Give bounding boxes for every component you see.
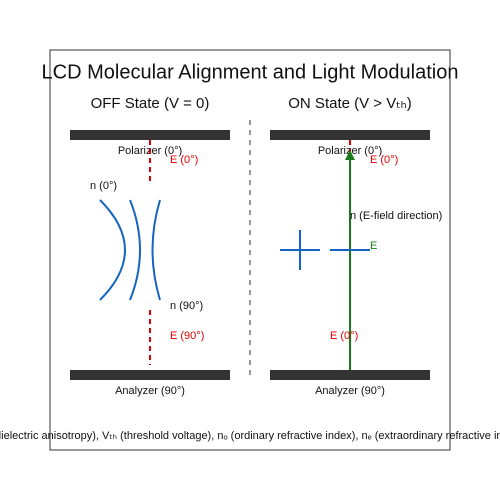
molecule — [129, 199, 141, 301]
polarizer — [270, 130, 430, 140]
polarizer — [70, 130, 230, 140]
analyzer-label: Analyzer (90°) — [115, 385, 185, 397]
n-label: n (0°) — [90, 180, 117, 192]
e-label: E (90°) — [170, 330, 204, 342]
e-label: E (0°) — [170, 154, 198, 166]
footnote: Δε (dielectric anisotropy), Vₜₕ (thresho… — [0, 430, 500, 442]
e-label: E (0°) — [330, 330, 358, 342]
frame — [49, 49, 451, 451]
n-label: n (90°) — [170, 300, 203, 312]
analyzer — [70, 370, 230, 380]
n-label: n (E-field direction) — [350, 210, 442, 222]
molecule — [151, 199, 161, 301]
e-label: E (0°) — [370, 154, 398, 166]
field-label: E — [370, 240, 377, 252]
molecule — [99, 199, 126, 301]
field-arrow — [345, 150, 355, 160]
on-heading: ON State (V > Vₜₕ) — [288, 95, 411, 112]
analyzer-label: Analyzer (90°) — [315, 385, 385, 397]
title: LCD Molecular Alignment and Light Modula… — [42, 61, 459, 83]
analyzer — [270, 370, 430, 380]
off-heading: OFF State (V = 0) — [91, 95, 210, 112]
